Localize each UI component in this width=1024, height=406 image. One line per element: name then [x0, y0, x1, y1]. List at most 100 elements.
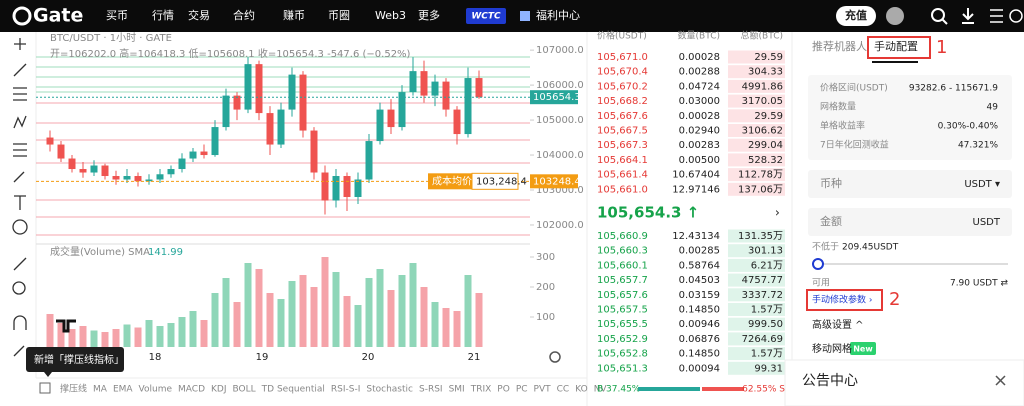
last-price: 105654.3 [533, 92, 581, 103]
indicator[interactable]: Volume [139, 385, 173, 395]
indicator[interactable]: Stochastic [366, 385, 413, 395]
indicator[interactable]: 撑压线 [60, 383, 87, 395]
indicator[interactable]: EMA [113, 385, 133, 395]
indicator[interactable]: NV [594, 385, 608, 395]
candle-body [200, 151, 208, 156]
pattern-tool[interactable] [13, 115, 27, 129]
nav-item[interactable]: 更多 [418, 8, 440, 22]
indicator[interactable]: TD Sequential [261, 385, 325, 395]
nav-item[interactable]: 合约 [233, 8, 255, 22]
badge-bg [466, 8, 506, 24]
brush-tool[interactable] [13, 171, 25, 183]
volume-tick-label: 200 [536, 282, 555, 293]
nav-item[interactable]: 买币 [106, 9, 128, 22]
nav-item[interactable]: 赚币 [283, 8, 305, 22]
book-header: 总额(BTC) [741, 30, 783, 42]
param-value: 47.321% [958, 141, 998, 151]
book-header: 数量(BTC) [678, 30, 720, 42]
settings-icon[interactable] [549, 351, 561, 363]
depth-bar [728, 138, 785, 152]
deposit-button[interactable] [836, 6, 876, 26]
volume-bar [354, 305, 362, 347]
tab[interactable]: 推荐机器人 [812, 39, 867, 53]
manual-link: 手动修改参数 › [812, 294, 872, 306]
volume-bar [288, 281, 296, 347]
hlines-tool[interactable] [13, 87, 27, 101]
calendar-icon[interactable] [39, 382, 51, 394]
indicator[interactable]: RSI-S-I [331, 385, 360, 395]
param-value: 49 [987, 103, 999, 113]
depth-bar [728, 79, 785, 93]
slider-thumb[interactable] [812, 258, 824, 270]
book-cell: 105,661.4 [597, 170, 648, 181]
buy-bar [638, 387, 700, 391]
avatar[interactable] [886, 7, 904, 25]
deposit[interactable]: 充值 [845, 8, 867, 22]
candle-body [68, 158, 76, 170]
order-book: 价格(USDT) 数量(BTC) 总额(BTC) 105,671.0 0.00028 29… [597, 30, 785, 395]
indicator[interactable]: SMI [449, 385, 465, 395]
badge[interactable]: WCTC [471, 12, 501, 22]
candle-body [277, 109, 285, 145]
menu-icon[interactable] [990, 9, 1003, 23]
line-tool[interactable] [13, 63, 27, 77]
indicator[interactable]: MACD [178, 385, 205, 395]
symbol: BTC/USDT · 1小时 · GATE [50, 32, 172, 44]
search-icon[interactable] [931, 8, 945, 22]
emoji-tool[interactable] [12, 219, 28, 235]
pencil-tool[interactable] [13, 345, 25, 357]
crosshair-tool[interactable] [14, 38, 26, 50]
indicator[interactable]: S-RSI [419, 385, 443, 395]
amount-input[interactable] [808, 208, 1012, 236]
candle-body [57, 144, 65, 159]
notice-title: 公告中心 [802, 373, 858, 389]
date-label: 21 [468, 352, 481, 363]
book-cell: 7264.69 [742, 334, 783, 345]
magnet-tool[interactable] [13, 315, 27, 330]
book-cell: 105,670.2 [597, 81, 648, 92]
depth-bar [728, 317, 785, 331]
close-icon[interactable] [995, 375, 1006, 386]
indicator[interactable]: BOLL [233, 385, 256, 395]
download-icon[interactable] [962, 8, 974, 24]
cost-value: 103,248.4 [476, 176, 527, 187]
date-label: 18 [149, 352, 162, 363]
logo[interactable]: Gate [33, 5, 83, 27]
globe-icon[interactable] [1009, 9, 1023, 23]
nav-item[interactable]: Web3 [375, 9, 406, 22]
nav-item[interactable]: 行情 [152, 9, 174, 22]
book-cell: 105,657.6 [597, 290, 648, 301]
depth-bar [728, 182, 785, 196]
welfare[interactable]: 福利中心 [536, 8, 580, 22]
zoom-tool[interactable] [12, 281, 26, 295]
nav-item[interactable]: 交易 [188, 8, 210, 22]
book-cell: 131.35万 [738, 231, 783, 242]
depth-bar [728, 124, 785, 137]
indicator[interactable]: KO [575, 385, 588, 395]
indicator[interactable]: CC [557, 385, 570, 395]
candle-body [46, 137, 54, 145]
text-tool[interactable] [14, 195, 26, 210]
candles [46, 57, 483, 347]
currency-input[interactable] [808, 170, 1012, 198]
indicator[interactable]: MA [93, 385, 108, 395]
book-cell: 105,652.9 [597, 334, 648, 345]
indicator[interactable]: KDJ [211, 385, 227, 395]
min-value: 209.45USDT [842, 243, 899, 253]
indicator[interactable]: PVT [534, 385, 552, 395]
fib-tool[interactable] [13, 143, 27, 157]
search-handle [941, 18, 948, 25]
candle-body [255, 64, 263, 114]
candle-body [178, 158, 186, 170]
indicator[interactable]: TRIX [470, 385, 492, 395]
book-cell: 12.97146 [672, 184, 720, 195]
volume-bar [398, 275, 406, 347]
depth-bar [728, 229, 785, 243]
indicator[interactable]: PO [497, 385, 510, 395]
indicator[interactable]: PC [516, 385, 528, 395]
tab[interactable]: 手动配置 [874, 39, 918, 53]
nav-item[interactable]: 币圈 [328, 9, 350, 22]
ruler-tool[interactable] [13, 257, 27, 271]
candle-body [222, 95, 230, 128]
